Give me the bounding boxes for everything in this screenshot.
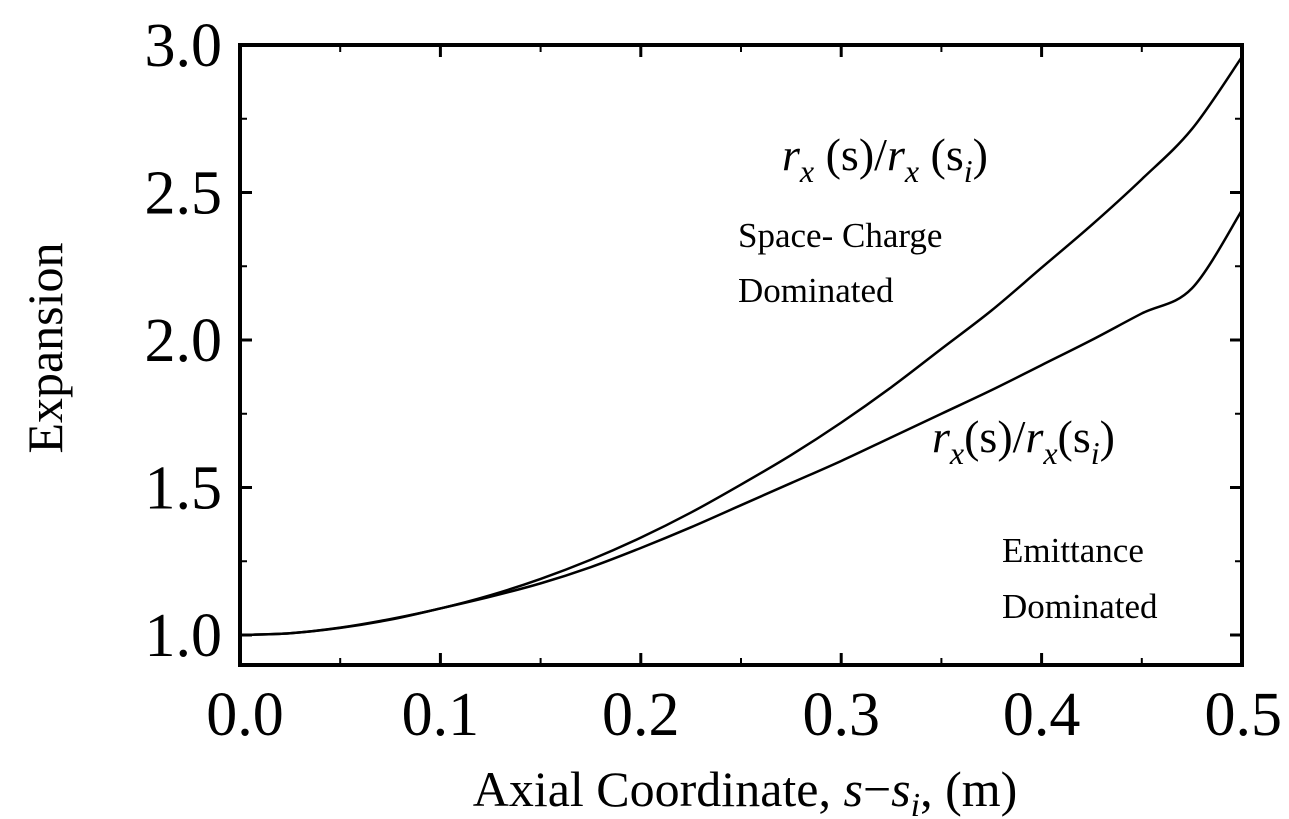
y-tick-label: 3.0 xyxy=(145,12,223,80)
upper-curve-label: rx (s)/rx (si) xyxy=(782,129,988,189)
lower-curve-label-mid: (s)/ xyxy=(964,411,1026,462)
x-tick-label: 0.2 xyxy=(602,681,680,749)
upper-curve-label-mid: (s)/ xyxy=(814,129,887,180)
lower-curve-label: rx(s)/rx(si) xyxy=(932,411,1115,471)
curves-group xyxy=(239,56,1244,637)
space-charge-label-line1: Space- Charge xyxy=(738,216,942,255)
x-axis-title-var-s2: s xyxy=(891,761,910,817)
x-axis-title-suffix: , (m) xyxy=(920,761,1017,817)
emittance-label-line1: Emittance xyxy=(1002,531,1144,570)
x-tick-label: 0.4 xyxy=(1003,681,1081,749)
x-tick-label: 0.3 xyxy=(802,681,880,749)
emittance-curve xyxy=(239,209,1244,637)
plot-frame xyxy=(238,43,1244,667)
upper-curve-label-sub3: i xyxy=(964,153,973,189)
upper-curve-label-sub2: x xyxy=(904,153,919,189)
upper-curve-label-sub: x xyxy=(799,153,814,189)
x-axis-title-prefix: Axial Coordinate, xyxy=(473,761,844,817)
y-axis-title: Expansion xyxy=(17,242,73,453)
emittance-label-line2: Dominated xyxy=(1002,587,1158,626)
x-axis-title: Axial Coordinate, s−si, (m) xyxy=(473,761,1018,819)
x-axis-title-sub-i: i xyxy=(911,787,920,819)
x-tick-label: 0.0 xyxy=(206,681,284,749)
upper-curve-label-open: (s xyxy=(919,129,964,180)
x-axis-title-var-s: s xyxy=(843,761,862,817)
y-tick-label: 2.5 xyxy=(145,160,223,228)
y-axis-ticks: 1.0 1.5 2.0 2.5 3.0 xyxy=(145,12,1242,670)
lower-curve-label-sub3: i xyxy=(1091,435,1100,471)
upper-curve-label-r2: r xyxy=(887,129,906,180)
lower-curve-label-r: r xyxy=(932,411,951,462)
lower-curve-label-sub2: x xyxy=(1042,435,1057,471)
space-charge-label-line2: Dominated xyxy=(738,271,894,310)
lower-curve-label-close: ) xyxy=(1100,411,1115,462)
x-tick-label: 0.1 xyxy=(402,681,480,749)
lower-curve-label-open: (s xyxy=(1058,411,1091,462)
upper-curve-label-r: r xyxy=(782,129,801,180)
lower-curve-label-r2: r xyxy=(1025,411,1044,462)
x-axis-title-minus: − xyxy=(863,761,891,817)
y-tick-label: 2.0 xyxy=(145,307,223,375)
x-tick-label: 0.5 xyxy=(1205,681,1283,749)
lower-curve-label-sub: x xyxy=(949,435,964,471)
y-tick-label: 1.0 xyxy=(145,602,223,670)
x-axis-ticks: 0.0 0.1 0.2 0.3 0.4 0.5 xyxy=(206,45,1282,749)
upper-curve-label-close: ) xyxy=(973,129,988,180)
y-tick-label: 1.5 xyxy=(145,455,223,523)
